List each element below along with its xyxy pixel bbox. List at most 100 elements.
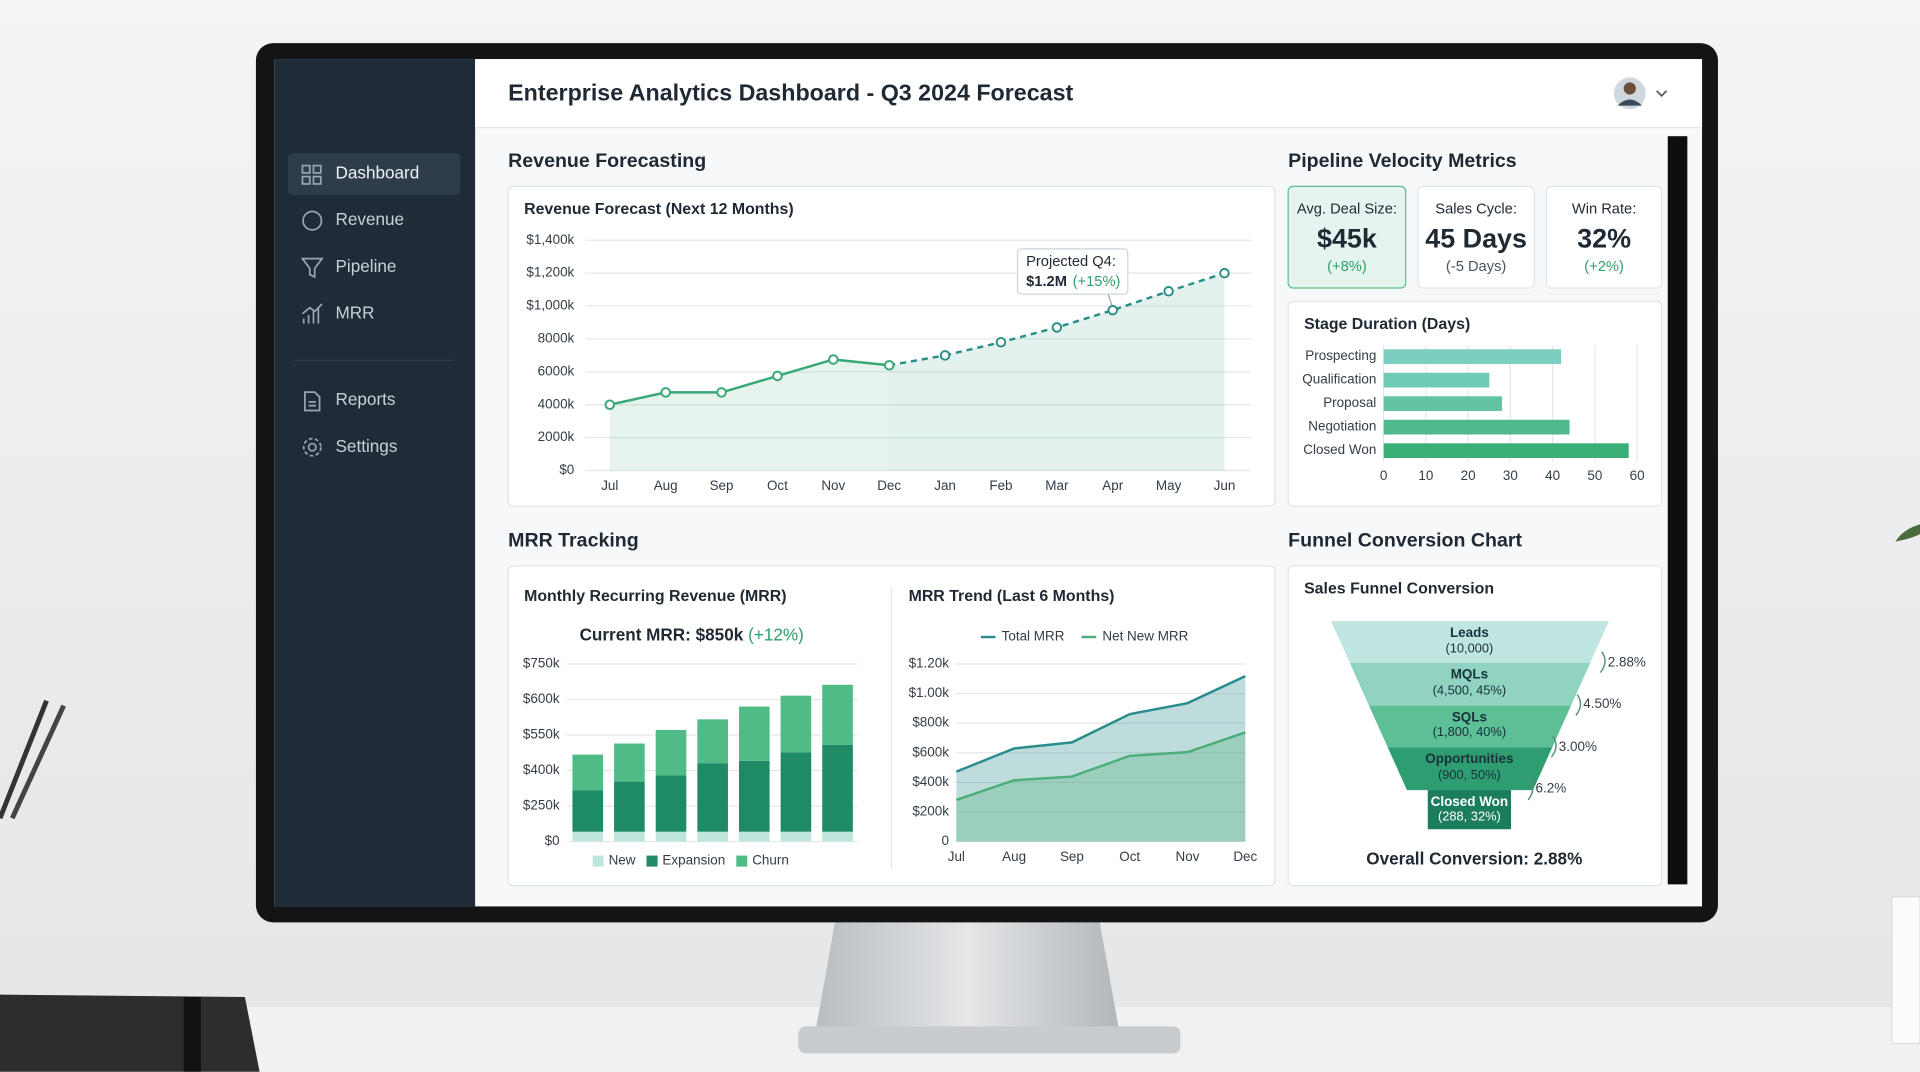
y-tick-label: $1,200k: [526, 265, 574, 280]
x-tick-label: Jun: [1214, 478, 1236, 493]
annotation-value: $1.2M: [1026, 274, 1067, 290]
header: [475, 59, 1703, 128]
funnel-stage: [1368, 705, 1572, 748]
x-tick-label: 60: [1630, 468, 1645, 483]
bar-segment: [655, 730, 687, 776]
metric-card[interactable]: [1287, 185, 1407, 289]
metric-label: Win Rate:: [1572, 202, 1636, 218]
mrr-summary: Current MRR: $850k: [580, 624, 744, 644]
x-tick-label: Nov: [821, 478, 845, 493]
avatar-menu[interactable]: [1656, 90, 1668, 98]
funnel-stage-detail: (1,800, 40%): [1433, 724, 1507, 739]
line: [609, 358, 890, 406]
charts: $0 2000k 4000k 6000k 8000k $1,000k $1,200k $1,4…: [523, 232, 1645, 868]
area: [956, 732, 1246, 842]
y-tick-label: $400k: [912, 774, 949, 789]
x-tick-label: May: [1156, 478, 1182, 493]
bar-segment: [822, 684, 853, 745]
point: [1219, 267, 1230, 279]
nav-item[interactable]: Dashboard: [336, 163, 420, 183]
chart-title: Sales Funnel Conversion: [1304, 580, 1494, 597]
funnel-stage-name: Leads: [1450, 625, 1489, 640]
x-tick-label: Aug: [1002, 849, 1026, 864]
nav-active-bg[interactable]: [287, 153, 461, 195]
nav-item[interactable]: MRR: [336, 302, 375, 322]
legend-swatch: [736, 855, 748, 867]
funnel-rate: 2.88%: [1608, 654, 1646, 669]
chart-title: MRR Trend (Last 6 Months): [909, 588, 1115, 605]
mrr-change: (+12%): [748, 624, 804, 644]
icon-dashboard: [301, 164, 311, 174]
nav-item[interactable]: Revenue: [336, 209, 405, 229]
point: [1163, 285, 1174, 297]
x-tick-label: Jan: [934, 478, 956, 493]
x-tick-label: Jul: [601, 478, 618, 493]
y-tick-label: $1,400k: [526, 232, 574, 247]
metric-card[interactable]: [1417, 185, 1535, 289]
nav-item[interactable]: Pipeline: [336, 256, 397, 276]
funnel-stage-name: Opportunities: [1425, 751, 1513, 766]
bar-segment: [738, 706, 770, 761]
metric-label: Avg. Deal Size:: [1297, 202, 1397, 218]
pencil: [0, 699, 49, 820]
x-tick-label: 10: [1418, 468, 1433, 483]
line: [944, 272, 1225, 357]
legend-label: Expansion: [662, 853, 725, 868]
legend-label: New: [609, 853, 636, 868]
point: [828, 354, 839, 365]
scrollbar[interactable]: [1667, 136, 1688, 885]
y-tick-label: $800k: [912, 715, 949, 730]
category-label: Qualification: [1302, 372, 1376, 387]
bar-segment: [780, 752, 812, 832]
category-label: Proposal: [1323, 395, 1376, 410]
y-tick-label: $250k: [523, 798, 560, 813]
area: [956, 676, 1246, 842]
category-label: Closed Won: [1303, 442, 1376, 457]
bar-segment: [822, 744, 853, 832]
bar-segment: [822, 831, 853, 842]
x-tick-label: 50: [1587, 468, 1602, 483]
x-tick-label: Aug: [654, 478, 678, 493]
y-tick-label: 6000k: [538, 363, 575, 378]
point: [772, 370, 783, 382]
area: [609, 359, 890, 471]
category-label: Negotiation: [1308, 419, 1376, 434]
bar-segment: [572, 754, 604, 791]
annotation-box: [1016, 248, 1129, 295]
x-tick-label: Sep: [710, 478, 734, 493]
funnel-rate: 4.50%: [1583, 696, 1621, 711]
funnel-stage-detail: (900, 50%): [1438, 767, 1501, 782]
x-tick-label: Apr: [1102, 478, 1123, 493]
funnel-rate: 6.2%: [1536, 780, 1567, 795]
funnel-stage-detail: (4,500, 45%): [1433, 682, 1507, 697]
annotation-change: (+15%): [1073, 274, 1121, 290]
nav-item[interactable]: Settings: [336, 436, 398, 456]
metric-value: 32%: [1577, 223, 1631, 253]
metric-change: (+8%): [1327, 259, 1367, 275]
metric-card[interactable]: [1545, 185, 1663, 289]
legend-label: Churn: [752, 853, 789, 868]
bar-segment: [614, 743, 645, 782]
point: [1051, 322, 1063, 333]
section-title: MRR Tracking: [508, 530, 639, 552]
bar: [1383, 372, 1490, 388]
y-tick-label: $1,000k: [526, 298, 574, 313]
monitor-stand: [815, 921, 1120, 1032]
funnel-arrow: [1550, 735, 1557, 758]
icon-settings: [307, 442, 317, 452]
nav-icons: [300, 164, 324, 457]
bar-segment: [655, 775, 687, 832]
x-tick-label: Sep: [1060, 849, 1084, 864]
nav-item[interactable]: Reports: [336, 389, 396, 409]
point: [660, 387, 671, 398]
funnel-rate: 3.00%: [1559, 739, 1597, 754]
bar: [1383, 396, 1502, 411]
plant-leaf: [1895, 524, 1920, 542]
funnel-stage: [1349, 662, 1591, 706]
funnel-arrow: [1599, 651, 1606, 673]
y-tick-label: $400k: [523, 762, 560, 777]
y-tick-label: $1.00k: [909, 685, 950, 700]
x-tick-label: Feb: [989, 478, 1012, 493]
annotation-title: Projected Q4:: [1026, 254, 1116, 270]
